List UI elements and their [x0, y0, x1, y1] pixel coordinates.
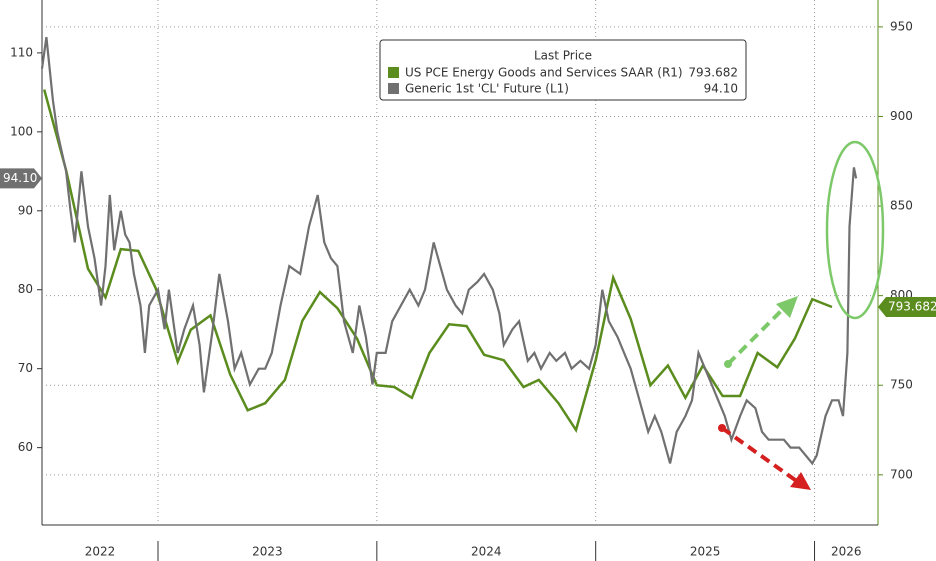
series-line: [40, 36, 858, 466]
y-tick-label: 90: [18, 203, 33, 217]
x-tick-label: 2026: [831, 545, 862, 559]
annotations: [718, 140, 885, 490]
badge-shape: [878, 296, 936, 317]
y2-tick-label: 900: [890, 109, 913, 123]
y2-tick-label: 850: [890, 199, 913, 213]
badge-label: 793.682: [888, 299, 936, 313]
legend-title: Last Price: [534, 49, 592, 63]
last-value-badge: 94.10: [0, 168, 42, 189]
red-arrowhead: [790, 472, 811, 490]
last-value-badge: 793.682: [878, 296, 936, 317]
green-arrowhead: [776, 296, 798, 318]
y-tick-label: 80: [18, 282, 33, 296]
y2-tick-label: 700: [890, 467, 913, 481]
series-line: [42, 89, 833, 433]
badge-shape: [0, 168, 42, 189]
legend: Last Price US PCE Energy Goods and Servi…: [379, 39, 747, 101]
legend-label: US PCE Energy Goods and Services SAAR (R…: [405, 66, 683, 80]
red-arrow-start: [718, 424, 726, 432]
green-arrow-start: [724, 360, 732, 368]
x-tick-label: 2022: [85, 545, 116, 559]
legend-value: 94.10: [704, 82, 738, 96]
y-tick-label: 60: [18, 440, 33, 454]
legend-swatch: [388, 67, 399, 78]
y-tick-label: 110: [10, 45, 33, 59]
legend-swatch: [388, 83, 399, 94]
y-tick-label: 70: [18, 361, 33, 375]
green-arrow: [726, 304, 788, 366]
x-tick-label: 2025: [690, 545, 721, 559]
highlight-ellipse: [825, 140, 885, 320]
legend-value: 793.682: [688, 66, 738, 80]
y2-tick-label: 950: [890, 19, 913, 33]
axes: [41, 0, 879, 526]
x-tick-label: 2024: [471, 545, 502, 559]
y2-tick-label: 750: [890, 378, 913, 392]
legend-box: [379, 39, 747, 101]
legend-label: Generic 1st 'CL' Future (L1): [405, 82, 569, 96]
y-tick-label: 100: [10, 124, 33, 138]
badge-label: 94.10: [3, 171, 37, 185]
x-tick-label: 2023: [252, 545, 283, 559]
